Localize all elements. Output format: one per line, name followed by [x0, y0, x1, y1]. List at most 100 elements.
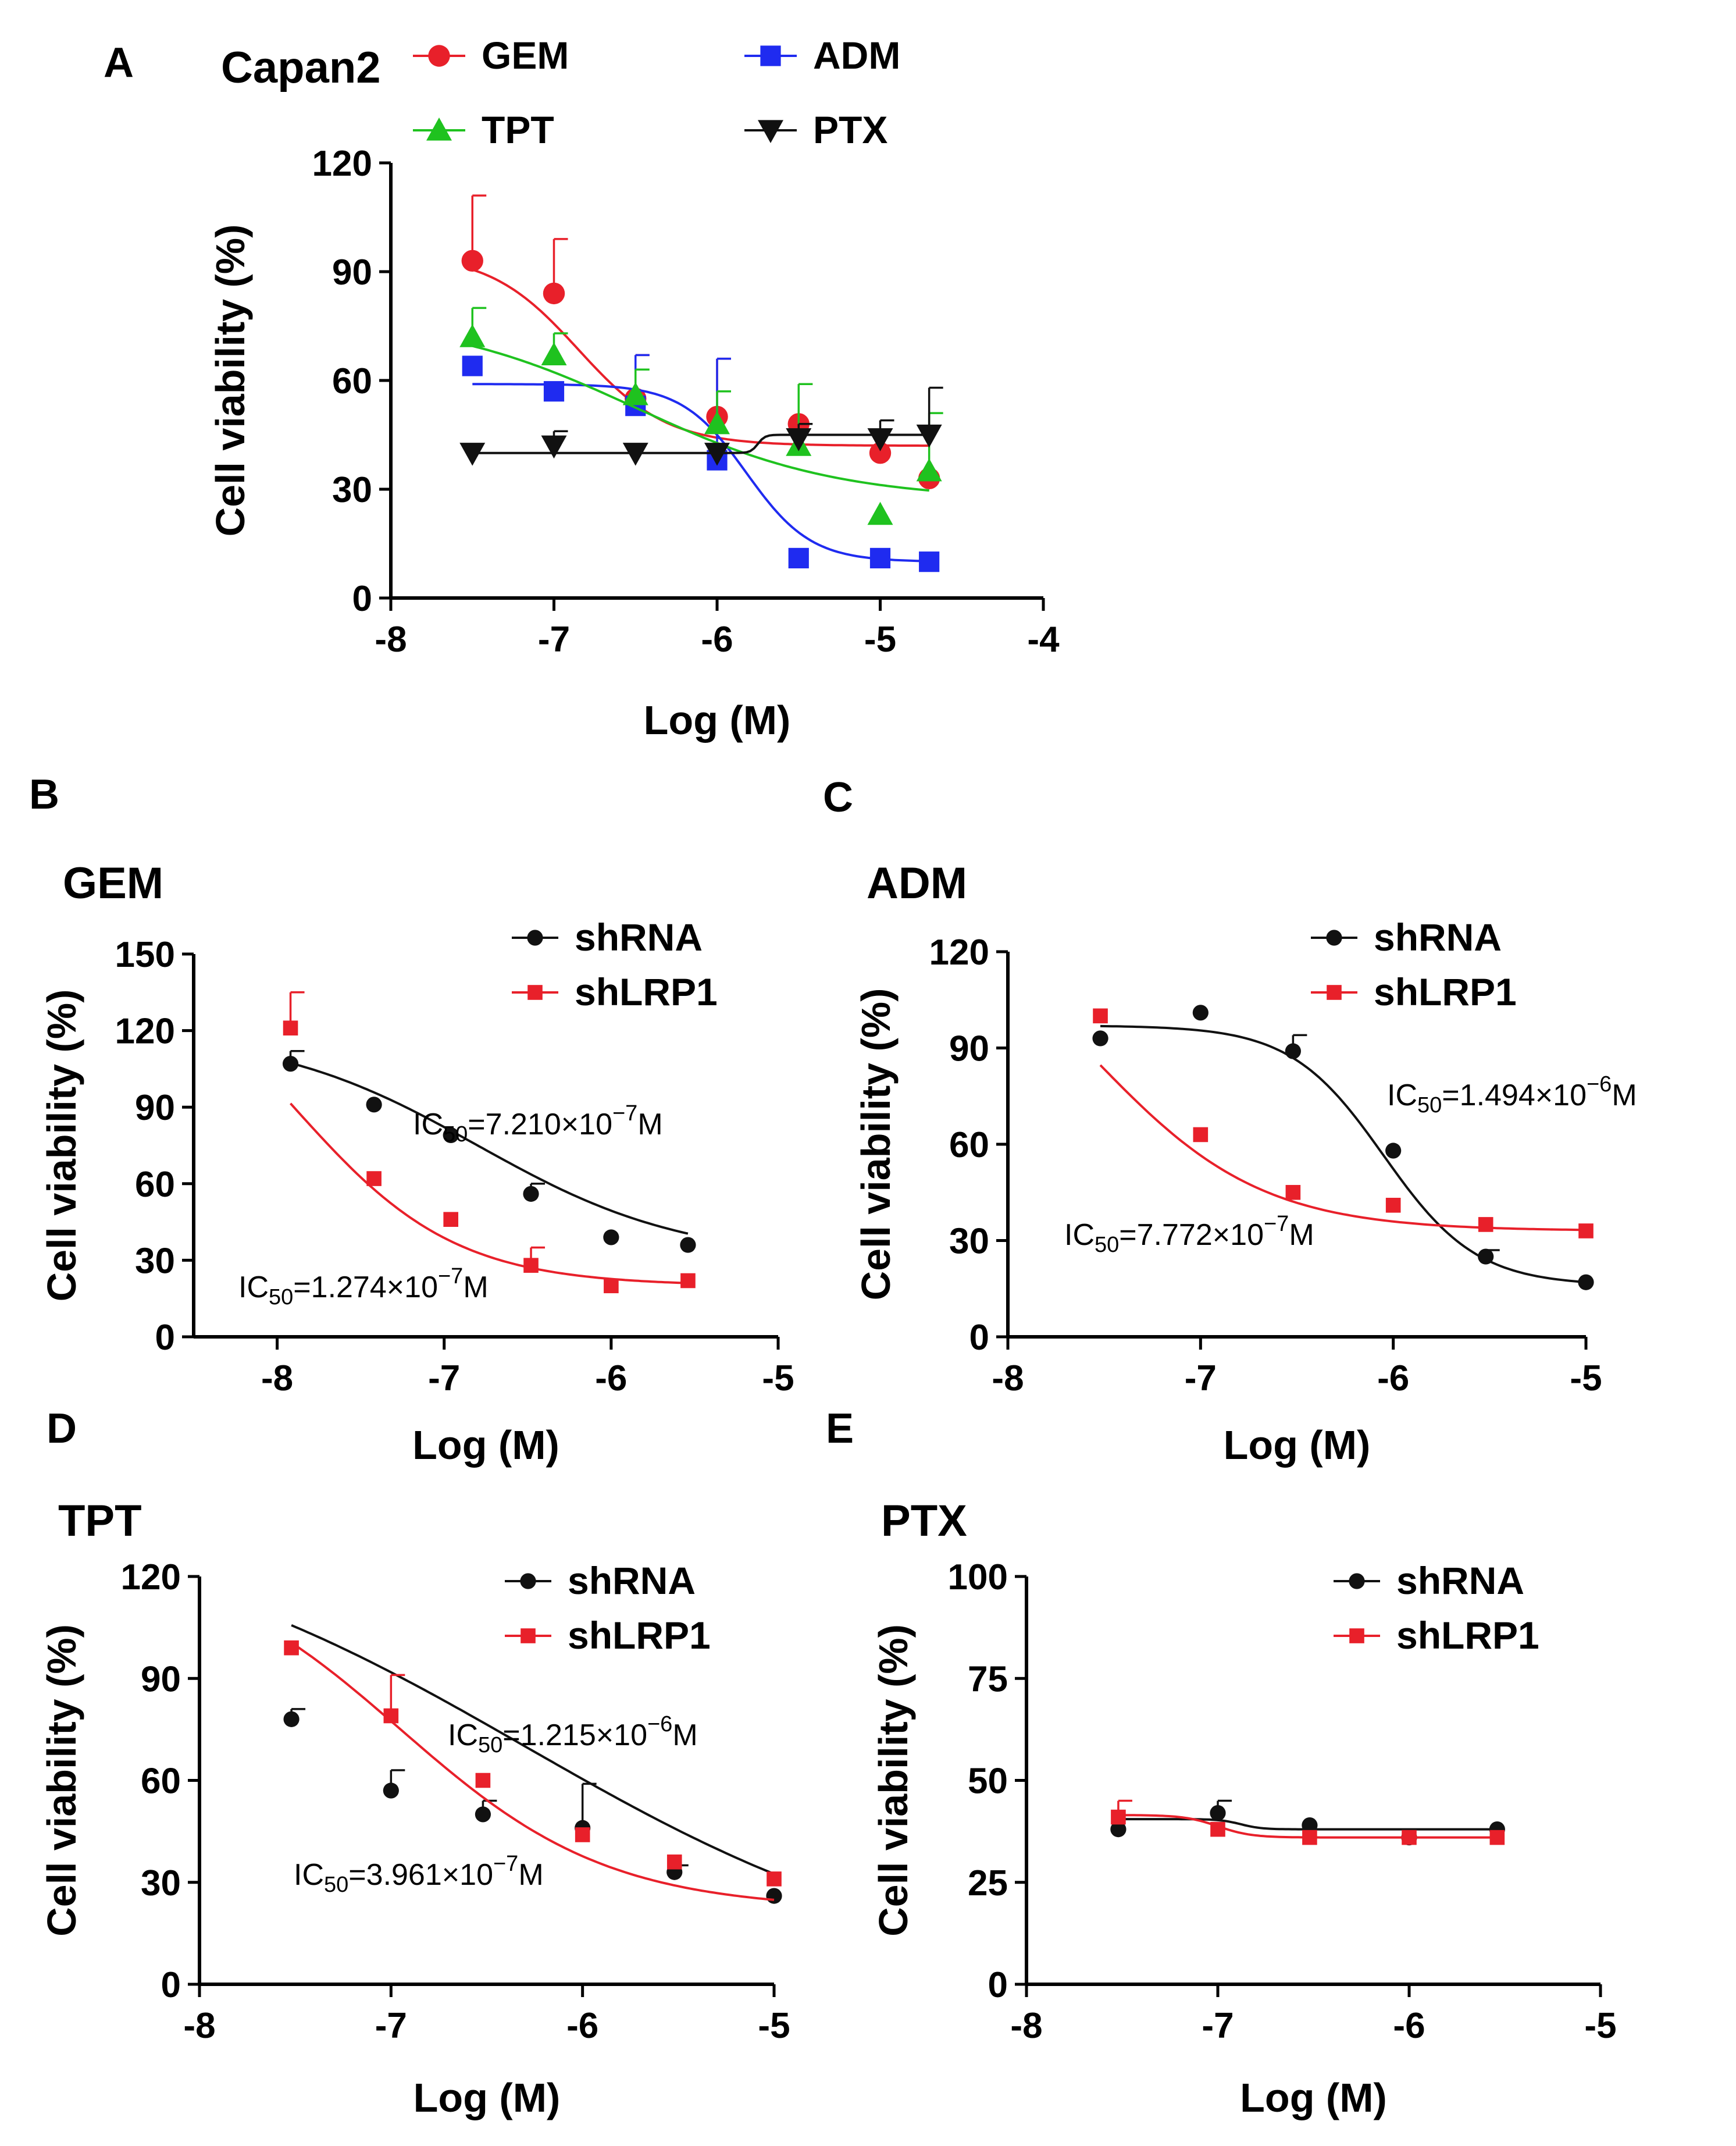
panel-title: TPT	[58, 1496, 142, 1546]
data-point	[282, 1056, 299, 1072]
series-shlrp1	[283, 991, 696, 1294]
data-point	[383, 1708, 399, 1724]
y-tick-label: 30	[332, 470, 372, 510]
fit-curve	[472, 433, 929, 454]
y-tick-label: 120	[312, 144, 372, 184]
legend-label: PTX	[813, 108, 887, 151]
ic50-mid: =7.210×10	[468, 1108, 612, 1141]
series-shlrp1	[284, 1640, 782, 1901]
data-point	[766, 1888, 782, 1904]
ic50-post: M	[463, 1270, 488, 1304]
x-axis-title: Log (M)	[644, 697, 791, 743]
series-shlrp1	[1093, 1008, 1594, 1239]
y-axis-title: Cell viability (%)	[871, 1624, 916, 1937]
y-tick-label: 90	[135, 1088, 175, 1128]
ic50-sup: −7	[612, 1101, 637, 1126]
data-point	[443, 1212, 458, 1227]
data-point	[366, 1097, 382, 1113]
data-point	[767, 1871, 782, 1887]
legend-item-shlrp1: shLRP1	[1311, 970, 1517, 1013]
y-tick-label: 0	[988, 1965, 1008, 2005]
data-point	[366, 1171, 382, 1186]
data-point	[475, 1806, 491, 1823]
x-tick-label: -8	[183, 2006, 215, 2046]
x-tick-label: -6	[1393, 2006, 1425, 2046]
legend-item-adm: ADM	[744, 34, 900, 77]
panel-label: D	[47, 1405, 77, 1452]
fit-curve	[290, 1062, 689, 1235]
y-tick-label: 120	[121, 1557, 181, 1597]
ic50-sup: −7	[1264, 1212, 1289, 1236]
x-tick-label: -7	[375, 2006, 407, 2046]
ic50-mid: =3.961×10	[348, 1858, 493, 1892]
x-tick-label: -6	[595, 1358, 627, 1398]
data-point	[461, 250, 483, 272]
y-tick-label: 90	[332, 252, 372, 293]
ic50-sub: 50	[324, 1873, 348, 1897]
data-point	[541, 435, 567, 459]
ic50-mid: =7.772×10	[1119, 1218, 1264, 1252]
data-point	[462, 355, 483, 376]
panel-label: B	[29, 771, 59, 818]
data-point	[523, 1186, 539, 1202]
y-tick-label: 120	[115, 1012, 175, 1052]
legend-label: shLRP1	[1396, 1614, 1539, 1657]
y-tick-label: 150	[115, 935, 175, 975]
y-tick-label: 30	[949, 1222, 989, 1262]
y-tick-label: 90	[949, 1029, 989, 1069]
legend-marker	[1349, 1628, 1364, 1643]
ic50-annotation: IC50=3.961×10−7M	[294, 1852, 544, 1897]
series-shrna	[283, 1624, 782, 1904]
panel-a: A Capan2 0 30 60 90 120 -8 -7 -6 -5 -4 Log (M) Cell v…	[104, 34, 1060, 743]
y-tick-label: 50	[968, 1761, 1008, 1802]
y-tick-label: 0	[161, 1965, 181, 2005]
data-point	[1578, 1223, 1594, 1239]
y-tick-label: 0	[969, 1318, 989, 1358]
ic50-pre: IC	[1064, 1218, 1095, 1252]
legend-marker	[426, 118, 452, 141]
legend-item-tpt: TPT	[413, 108, 554, 151]
legend-label: shRNA	[575, 916, 703, 959]
data-point	[786, 428, 812, 451]
ic50-sup: −7	[438, 1264, 463, 1289]
ic50-pre: IC	[413, 1108, 443, 1141]
series-ptx	[459, 386, 943, 466]
legend-marker	[428, 45, 450, 67]
data-point	[1385, 1198, 1401, 1213]
y-tick-label: 100	[948, 1557, 1008, 1597]
ic50-sub: 50	[443, 1122, 468, 1147]
x-tick-label: -6	[1377, 1358, 1409, 1398]
data-point	[869, 547, 891, 569]
ic50-pre: IC	[294, 1858, 324, 1892]
y-tick-label: 90	[141, 1659, 181, 1699]
data-point	[1110, 1821, 1127, 1838]
x-tick-label: -7	[1185, 1358, 1217, 1398]
x-tick-label: -7	[538, 620, 570, 660]
legend-marker	[520, 1573, 536, 1589]
legend-label: shRNA	[568, 1559, 696, 1602]
x-tick-label: -4	[1027, 620, 1060, 660]
y-axis-title: Cell viability (%)	[39, 1624, 84, 1937]
data-point	[1478, 1248, 1494, 1265]
ic50-sub: 50	[1417, 1093, 1442, 1118]
ic50-mid: =1.215×10	[502, 1718, 647, 1752]
data-point	[283, 1711, 300, 1727]
panel-label: C	[823, 774, 853, 821]
data-point	[680, 1273, 696, 1289]
ic50-post: M	[1289, 1218, 1314, 1252]
y-tick-label: 0	[155, 1318, 175, 1358]
y-tick-label: 75	[968, 1659, 1008, 1699]
y-tick-label: 60	[141, 1761, 181, 1802]
x-tick-label: -8	[1010, 2006, 1042, 2046]
data-point	[1285, 1043, 1301, 1059]
ic50-post: M	[637, 1108, 662, 1141]
panel-title: PTX	[881, 1496, 967, 1546]
y-tick-label: 0	[352, 579, 372, 619]
legend-item-shrna: shRNA	[1311, 916, 1502, 959]
data-point	[1285, 1184, 1301, 1200]
fit-curve	[1100, 1024, 1587, 1284]
data-point	[622, 382, 648, 405]
fit-curve	[472, 383, 929, 563]
